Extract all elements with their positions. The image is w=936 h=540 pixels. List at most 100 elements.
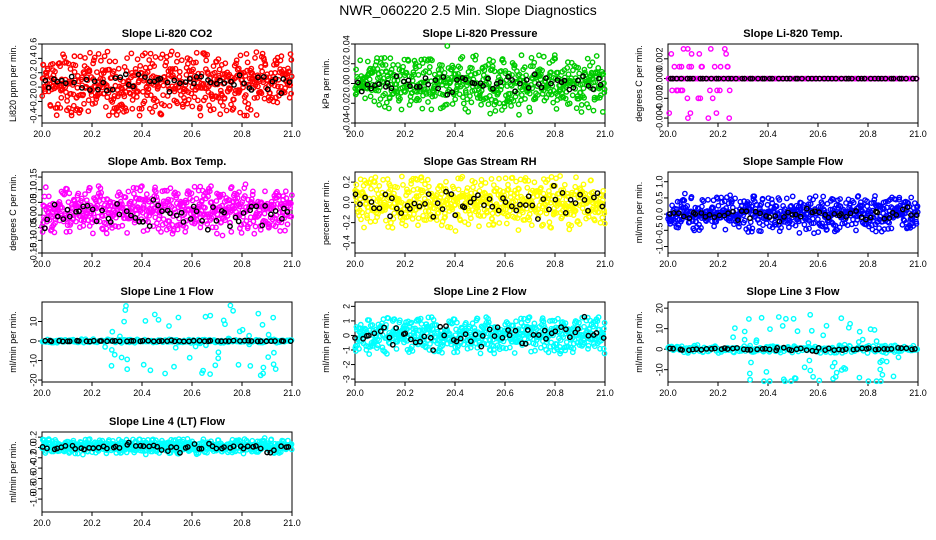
- y-tick-label: 20: [654, 303, 664, 313]
- data-point: [585, 213, 592, 220]
- y-axis-label: ml/min per min.: [634, 311, 644, 373]
- data-point: [430, 213, 437, 220]
- data-point: [863, 216, 869, 223]
- y-tick-label: 0.0: [341, 196, 351, 209]
- data-point: [150, 223, 157, 230]
- data-point: [761, 75, 768, 82]
- x-tick-label: 20.8: [859, 259, 877, 269]
- data-point: [551, 182, 557, 189]
- data-point: [98, 338, 105, 344]
- data-point: [185, 96, 192, 103]
- data-point: [773, 203, 780, 210]
- data-point: [525, 85, 532, 91]
- data-point: [819, 220, 825, 227]
- data-point: [540, 196, 547, 203]
- data-point: [136, 218, 143, 225]
- data-point: [284, 65, 291, 72]
- data-point: [379, 62, 386, 68]
- data-point: [235, 218, 242, 225]
- data-point: [193, 59, 199, 66]
- data-point: [491, 350, 498, 357]
- data-point: [542, 325, 548, 331]
- data-point: [259, 222, 266, 229]
- data-point: [600, 345, 607, 352]
- data-point: [373, 345, 380, 351]
- data-point: [548, 224, 554, 231]
- data-point: [853, 227, 859, 234]
- data-point: [719, 199, 725, 206]
- data-point: [727, 192, 733, 199]
- data-point: [545, 349, 552, 356]
- data-point: [490, 221, 497, 228]
- data-point: [535, 81, 542, 88]
- data-point: [425, 99, 431, 105]
- data-point: [910, 75, 916, 82]
- data-point: [383, 99, 390, 106]
- data-point: [166, 218, 173, 225]
- panel-title: Slope Sample Flow: [743, 156, 844, 168]
- data-point: [188, 90, 195, 97]
- data-point: [249, 191, 256, 198]
- data-point: [145, 337, 152, 344]
- data-point: [362, 95, 368, 102]
- data-point: [252, 55, 258, 61]
- data-point: [480, 212, 487, 219]
- data-point: [146, 223, 153, 230]
- data-point: [422, 344, 429, 351]
- data-point: [825, 75, 832, 82]
- data-point: [414, 186, 421, 192]
- x-tick-label: 20.2: [396, 259, 414, 269]
- data-point: [57, 63, 63, 70]
- data-point: [707, 46, 714, 52]
- data-point: [84, 202, 91, 209]
- data-point: [497, 86, 504, 93]
- data-point: [799, 75, 805, 82]
- data-point: [682, 190, 688, 197]
- data-point: [58, 77, 65, 84]
- x-tick-label: 20.6: [809, 388, 827, 398]
- data-point: [730, 208, 736, 215]
- data-point: [508, 203, 515, 210]
- data-point: [461, 204, 468, 211]
- data-point: [270, 361, 277, 368]
- x-tick-label: 20.6: [809, 129, 827, 139]
- data-point: [114, 200, 121, 207]
- data-point: [117, 191, 124, 198]
- data-point: [254, 94, 261, 101]
- data-point: [476, 92, 483, 99]
- data-point: [733, 75, 739, 82]
- data-point: [789, 193, 796, 200]
- data-point: [361, 224, 367, 231]
- data-point: [61, 54, 68, 60]
- data-point: [142, 64, 149, 71]
- x-tick-label: 20.4: [446, 129, 464, 139]
- data-point: [95, 51, 102, 57]
- data-point: [896, 75, 903, 82]
- data-point: [500, 59, 507, 66]
- data-point: [387, 186, 394, 193]
- data-point: [390, 62, 396, 68]
- data-point: [190, 80, 197, 87]
- data-point: [391, 210, 398, 217]
- data-point: [575, 64, 582, 71]
- data-point: [593, 329, 600, 336]
- data-point: [418, 177, 425, 184]
- data-point: [440, 74, 447, 80]
- data-point: [773, 221, 779, 228]
- data-point: [174, 51, 181, 58]
- y-tick-label: 0.2: [341, 176, 351, 189]
- data-point: [237, 109, 244, 116]
- data-point: [174, 100, 181, 107]
- data-point: [219, 232, 226, 239]
- data-point: [103, 230, 110, 237]
- data-point: [688, 63, 695, 70]
- y-tick-label: -0.4: [341, 235, 351, 251]
- data-point: [227, 302, 234, 309]
- data-point: [552, 196, 559, 203]
- data-point: [109, 86, 116, 93]
- data-point: [861, 75, 868, 82]
- data-point: [476, 223, 482, 230]
- data-point: [79, 85, 85, 91]
- x-tick-label: 20.8: [233, 259, 251, 269]
- data-point: [211, 69, 218, 76]
